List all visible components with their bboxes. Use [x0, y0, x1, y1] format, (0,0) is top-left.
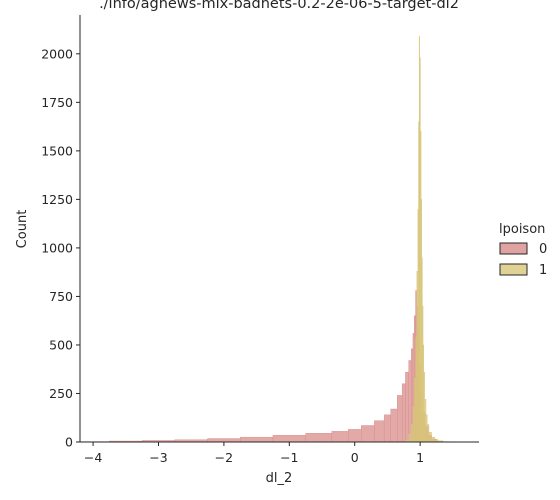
y-tick-label: 2000 — [41, 46, 73, 61]
y-tick-label: 250 — [49, 386, 73, 401]
legend-title: lpoison — [499, 222, 545, 237]
legend-label-0: 0 — [539, 242, 547, 257]
hist-bar-series1-20 — [428, 432, 432, 443]
x-tick-label: −3 — [149, 450, 167, 465]
y-ticks: 0 250 500 750 1000 1250 1500 1750 2000 — [41, 46, 80, 450]
histogram-bars — [76, 36, 450, 443]
x-tick-label: 0 — [351, 450, 359, 465]
y-tick-label: 1000 — [41, 240, 73, 255]
x-tick-label: −4 — [84, 450, 102, 465]
hist-bar-series0-15 — [401, 383, 406, 443]
x-tick-label: −1 — [280, 450, 298, 465]
hist-bar-series0-17 — [408, 360, 412, 443]
legend: lpoison 0 1 — [499, 222, 547, 278]
y-tick-label: 1250 — [41, 192, 73, 207]
hist-bar-series0-12 — [383, 414, 391, 443]
hist-bar-series0-5 — [240, 436, 274, 443]
chart-title: ./info/agnews-mix-badnets-0.2-2e-06-5-ta… — [99, 0, 459, 12]
hist-bar-series0-7 — [305, 433, 333, 443]
hist-bar-series0-11 — [374, 420, 385, 443]
x-ticks: −4 −3 −2 −1 0 1 — [84, 442, 424, 465]
y-tick-label: 0 — [65, 435, 73, 450]
y-tick-label: 750 — [49, 289, 73, 304]
hist-bar-series1-19 — [427, 424, 430, 443]
hist-bar-series0-14 — [397, 395, 403, 443]
x-axis-label: dl_2 — [266, 471, 293, 486]
x-tick-label: 1 — [416, 450, 424, 465]
hist-bar-series0-8 — [331, 431, 349, 443]
hist-bar-series1-2 — [411, 424, 414, 443]
hist-bar-series0-16 — [405, 371, 409, 443]
hist-bar-series0-4 — [207, 438, 241, 443]
hist-bar-series1-21 — [431, 436, 436, 443]
y-axis-label: Count — [15, 210, 30, 249]
y-tick-label: 1500 — [41, 143, 73, 158]
hist-bar-series0-10 — [361, 425, 375, 443]
hist-bar-series1-1 — [408, 434, 412, 443]
hist-bar-series0-9 — [347, 429, 362, 443]
y-tick-label: 1750 — [41, 95, 73, 110]
y-tick-label: 500 — [49, 337, 73, 352]
hist-bar-series0-6 — [272, 435, 306, 443]
legend-swatch-1 — [499, 263, 528, 276]
x-tick-label: −2 — [215, 450, 233, 465]
axes — [79, 15, 479, 443]
legend-label-1: 1 — [539, 263, 547, 278]
hist-bar-series0-13 — [390, 408, 398, 443]
legend-swatch-0 — [499, 242, 528, 255]
